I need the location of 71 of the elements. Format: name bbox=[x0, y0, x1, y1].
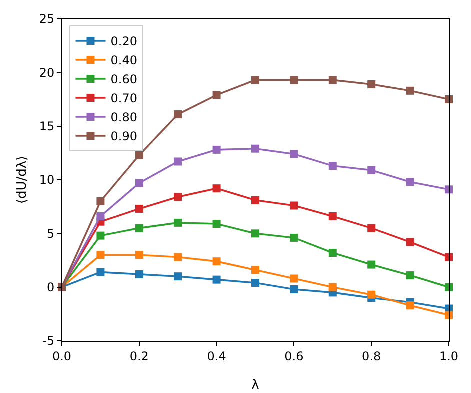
point bbox=[328, 212, 337, 220]
point bbox=[212, 276, 221, 284]
y-tick-label: -5 bbox=[42, 334, 55, 348]
legend-label: 0.70 bbox=[110, 92, 138, 106]
legend-label: 0.90 bbox=[110, 130, 138, 144]
point bbox=[96, 232, 105, 240]
point bbox=[290, 202, 298, 210]
point bbox=[174, 193, 182, 202]
point bbox=[96, 197, 105, 206]
legend-label: 0.20 bbox=[110, 34, 138, 49]
y-axis-title: ⟨dU/dλ⟩ bbox=[15, 156, 30, 204]
point bbox=[406, 302, 414, 310]
point bbox=[328, 76, 337, 84]
x-tick-label: 1.0 bbox=[439, 349, 459, 364]
point bbox=[174, 110, 182, 119]
point bbox=[368, 166, 376, 174]
point bbox=[135, 270, 144, 278]
point bbox=[212, 258, 221, 266]
legend-label: 0.80 bbox=[110, 110, 138, 125]
point bbox=[328, 248, 337, 257]
point bbox=[135, 251, 144, 260]
point bbox=[174, 272, 182, 281]
point bbox=[212, 91, 221, 100]
legend-label: 0.60 bbox=[110, 72, 138, 87]
point bbox=[135, 179, 144, 188]
point bbox=[406, 178, 414, 186]
x-tick-label: 0.2 bbox=[130, 349, 149, 364]
point bbox=[290, 285, 298, 294]
point bbox=[174, 253, 182, 262]
point bbox=[252, 76, 260, 84]
point bbox=[290, 274, 298, 283]
point bbox=[96, 212, 105, 220]
point bbox=[96, 251, 105, 260]
point bbox=[252, 230, 260, 238]
x-tick-label: 0.0 bbox=[52, 349, 72, 364]
y-tick-label: 15 bbox=[39, 120, 55, 134]
y-tick-label: 10 bbox=[39, 173, 55, 188]
legend-label: 0.40 bbox=[110, 54, 138, 68]
point bbox=[406, 86, 414, 95]
point bbox=[290, 76, 298, 84]
point bbox=[406, 238, 414, 246]
y-tick-label: 20 bbox=[39, 66, 55, 80]
point bbox=[174, 218, 182, 227]
point bbox=[328, 283, 337, 292]
y-tick-label: 5 bbox=[46, 226, 55, 241]
point bbox=[252, 266, 260, 274]
point bbox=[212, 146, 221, 154]
point bbox=[135, 151, 144, 160]
x-tick-label: 0.4 bbox=[207, 349, 226, 364]
point bbox=[212, 184, 221, 193]
point bbox=[96, 268, 105, 276]
y-tick-label: 0 bbox=[46, 280, 55, 295]
point bbox=[328, 162, 337, 170]
point bbox=[368, 290, 376, 299]
point bbox=[406, 272, 414, 280]
point bbox=[252, 196, 260, 204]
point bbox=[290, 150, 298, 158]
point bbox=[174, 158, 182, 166]
x-axis-title: λ bbox=[252, 378, 260, 393]
point bbox=[290, 234, 298, 242]
y-tick-label: 25 bbox=[39, 12, 55, 26]
x-tick-label: 0.8 bbox=[362, 349, 382, 364]
point bbox=[368, 80, 376, 88]
point bbox=[252, 279, 260, 288]
point bbox=[135, 204, 144, 213]
point bbox=[368, 224, 376, 232]
point bbox=[212, 220, 221, 228]
point bbox=[135, 224, 144, 232]
point bbox=[368, 260, 376, 269]
point bbox=[252, 144, 260, 153]
x-tick-label: 0.6 bbox=[284, 349, 304, 364]
